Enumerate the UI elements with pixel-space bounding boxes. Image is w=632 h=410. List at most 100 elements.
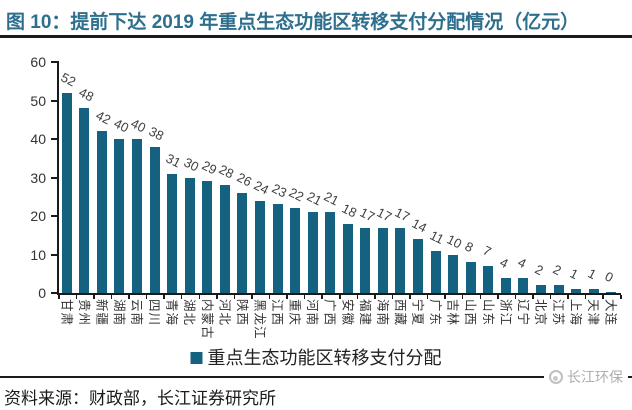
changjiang-logo-icon: [549, 370, 563, 384]
bar-value-label: 28: [216, 161, 237, 182]
category-label: 山东: [480, 299, 495, 327]
figure-title: 图 10：提前下达 2019 年重点生态功能区转移支付分配情况（亿元）: [6, 12, 580, 33]
bar-value-label: 7: [480, 242, 494, 260]
x-tick: [356, 295, 359, 299]
bar-value-label: 17: [392, 204, 412, 225]
x-tick: [110, 295, 113, 299]
y-tick-label: 30: [30, 169, 46, 186]
bar-value-label: 24: [251, 177, 272, 198]
x-tick: [128, 295, 130, 299]
x-tick: [93, 295, 95, 299]
bar-value-label: 42: [93, 107, 114, 128]
bar-value-label: 48: [76, 84, 96, 105]
bar: [553, 285, 564, 293]
bar-value-label: 1: [567, 265, 582, 283]
category-label: 湖北: [182, 299, 197, 327]
brand-watermark: 长江环保: [544, 367, 628, 387]
x-tick: [620, 295, 622, 299]
bar: [413, 239, 424, 293]
bar-value-label: 1: [585, 265, 599, 283]
category-label: 新疆: [94, 299, 109, 327]
bar: [448, 254, 459, 293]
x-tick: [58, 295, 60, 299]
category-axis-labels: 甘肃 贵州 新疆 湖南 云南 四川 青海 湖北 内蒙古 河北 陕西 黑龙江 江西 重庆 河南 广西 安徽 福建 海南…: [58, 299, 620, 357]
bar: [360, 227, 371, 293]
x-tick: [163, 295, 165, 299]
x-tick: [251, 295, 253, 299]
y-tick: [51, 215, 58, 217]
bar-value-label: 17: [374, 204, 395, 225]
y-tick-label: 50: [30, 92, 46, 109]
bar-value-label: 52: [58, 69, 79, 90]
bar-value-label: 31: [163, 150, 184, 171]
x-tick: [444, 295, 446, 299]
category-label: 江西: [270, 299, 285, 327]
x-tick: [374, 295, 376, 299]
legend-swatch-icon: [190, 352, 203, 364]
bar: [571, 289, 582, 293]
bar: [535, 285, 546, 293]
x-tick: [497, 295, 499, 299]
bar-value-label: 4: [515, 254, 529, 271]
y-tick: [51, 253, 58, 256]
category-label: 福建: [357, 299, 372, 327]
bar: [483, 266, 494, 293]
bar: [61, 92, 72, 293]
y-tick-label: 20: [30, 208, 46, 224]
y-tick: [51, 138, 58, 140]
bar: [500, 277, 511, 293]
x-tick: [321, 295, 323, 299]
bar: [114, 139, 125, 293]
x-tick: [268, 295, 271, 299]
plot-area: 52 48 42 40 40 38 31 30 29 28 26 24 23 22 21 21 18 17 17 17…: [58, 62, 620, 293]
x-tick: [216, 295, 218, 299]
x-tick: [180, 295, 183, 299]
category-label: 北京: [533, 299, 548, 327]
x-tick: [567, 295, 569, 299]
category-label: 天津: [586, 299, 601, 327]
bar: [219, 185, 230, 293]
bar: [254, 200, 265, 293]
category-label: 四川: [147, 299, 162, 327]
y-tick-label: 0: [38, 285, 46, 301]
header-divider: [0, 35, 632, 38]
y-tick-label: 60: [30, 54, 46, 70]
bar: [184, 177, 195, 293]
y-tick: [51, 99, 58, 102]
bar-value-label: 14: [409, 215, 430, 236]
category-label: 河北: [217, 299, 232, 327]
category-label: 广西: [322, 299, 337, 327]
legend: 重点生态功能区转移支付分配: [190, 349, 442, 367]
bar-value-label: 22: [286, 184, 307, 205]
bar-value-label: 2: [532, 261, 546, 279]
bar-value-label: 8: [462, 238, 476, 256]
bar-value-label: 26: [234, 169, 254, 190]
x-tick: [303, 295, 306, 299]
bar-value-label: 21: [304, 188, 325, 209]
y-tick: [51, 292, 58, 294]
y-tick-label: 10: [30, 246, 46, 263]
category-label: 陕西: [234, 299, 249, 327]
x-tick: [602, 295, 604, 299]
bar: [518, 277, 529, 293]
category-label: 江苏: [551, 299, 566, 327]
bar-value-label: 0: [602, 268, 617, 285]
category-label: 西藏: [392, 299, 407, 327]
bar: [202, 181, 213, 293]
x-tick: [479, 295, 481, 299]
bar-value-label: 18: [339, 200, 360, 221]
bar: [272, 204, 283, 293]
bar: [588, 289, 599, 293]
category-label: 大连: [603, 299, 618, 327]
bar-value-label: 40: [111, 115, 131, 136]
bar: [96, 131, 107, 293]
category-label: 云南: [129, 299, 144, 327]
category-label: 安徽: [340, 299, 355, 327]
bar: [149, 146, 160, 293]
bar-value-label: 30: [181, 154, 202, 174]
x-tick: [391, 295, 394, 299]
bar: [237, 192, 248, 293]
source-note: 资料来源：财政部，长江证券研究所: [4, 389, 276, 408]
category-label: 内蒙古: [199, 299, 214, 340]
